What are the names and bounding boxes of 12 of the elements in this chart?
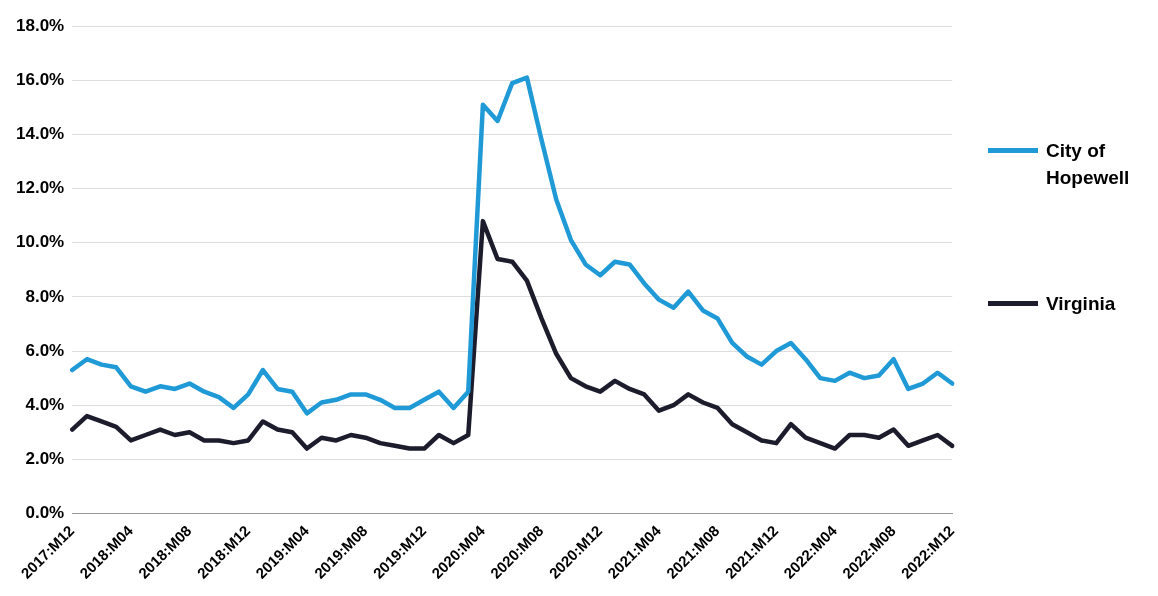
y-tick-label: 10.0% [16, 232, 65, 252]
y-tick-label: 14.0% [16, 124, 65, 144]
y-tick-label: 2.0% [25, 449, 65, 469]
legend-label: City of Hopewell [1046, 139, 1131, 190]
legend-label: Virginia [1046, 292, 1117, 317]
y-tick-label: 4.0% [25, 394, 65, 414]
y-tick-label: 12.0% [16, 178, 65, 198]
y-tick-label: 18.0% [16, 15, 65, 35]
y-tick-label: 6.0% [25, 340, 65, 360]
y-tick-label: 0.0% [25, 503, 65, 523]
y-tick-label: 16.0% [16, 70, 65, 90]
y-tick-label: 8.0% [25, 286, 65, 306]
